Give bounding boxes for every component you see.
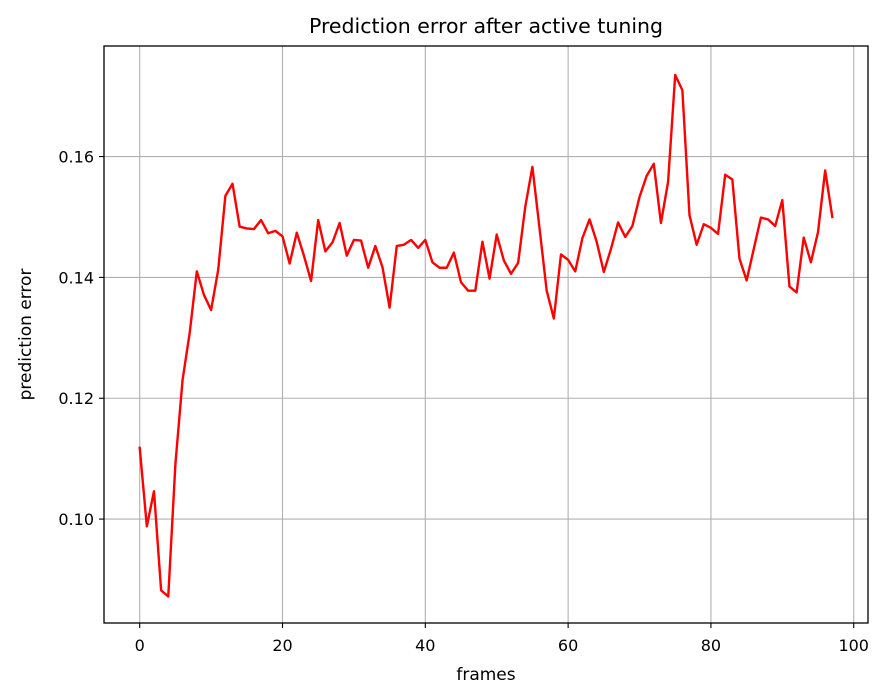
series-line: [138, 73, 834, 598]
y-axis-ticks: 0.10 0.12 0.14 0.16: [58, 148, 104, 529]
x-tick-label: 20: [272, 636, 292, 655]
x-tick-label: 100: [838, 636, 869, 655]
x-tick-label: 40: [415, 636, 435, 655]
plot-data: [138, 73, 834, 598]
plot-frame: [103, 45, 869, 624]
x-tick-label: 80: [701, 636, 721, 655]
x-tick-label: 0: [135, 636, 145, 655]
y-tick-label: 0.16: [58, 148, 94, 167]
x-axis-label: frames: [456, 665, 515, 685]
x-axis-ticks: 0 20 40 60 80 100: [135, 623, 869, 655]
x-tick-label: 60: [558, 636, 578, 655]
y-tick-label: 0.14: [58, 268, 94, 287]
chart-title: Prediction error after active tuning: [309, 14, 663, 38]
y-tick-label: 0.10: [58, 510, 94, 529]
grid: [104, 46, 868, 623]
y-axis-label: prediction error: [16, 269, 36, 401]
y-tick-label: 0.12: [58, 389, 94, 408]
